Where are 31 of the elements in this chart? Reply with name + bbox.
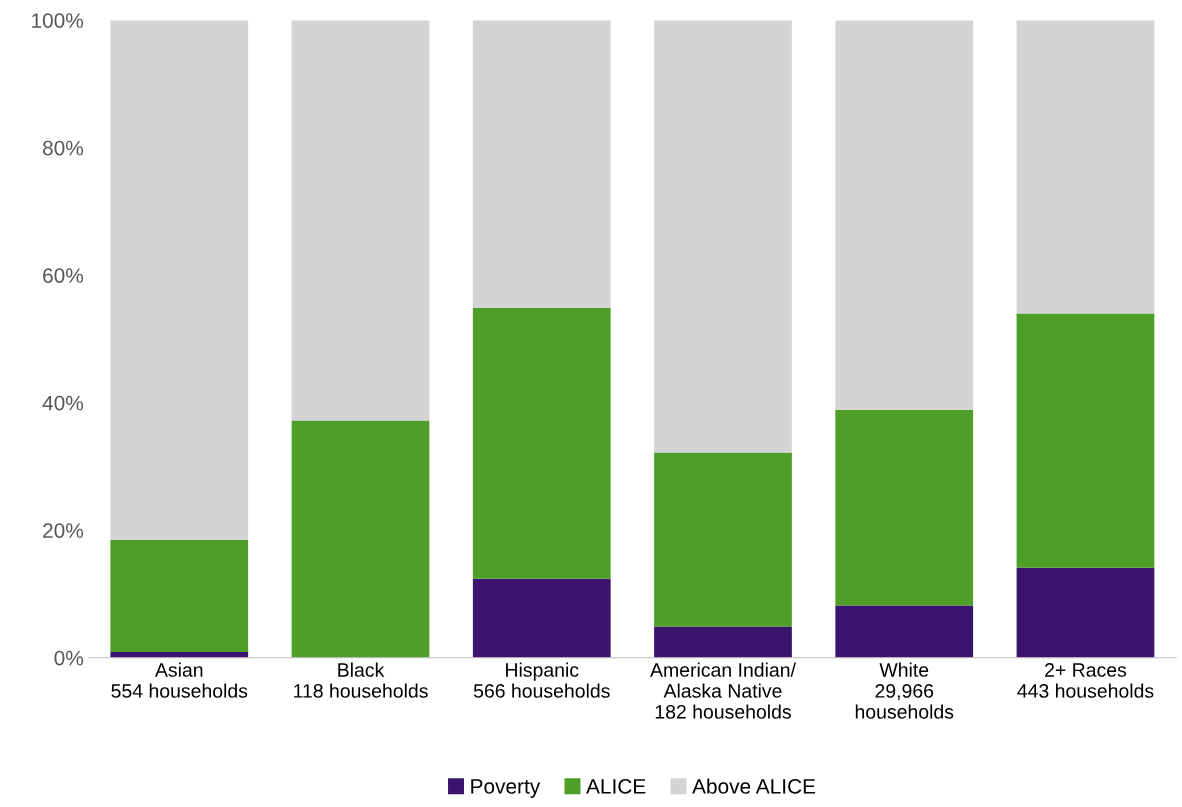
bar (654, 626, 792, 658)
bar (472, 20, 611, 308)
bar (110, 539, 249, 652)
y-tick-label: 40% (42, 395, 84, 411)
legend-label: ALICE (586, 779, 646, 794)
legend-label: Poverty (471, 779, 541, 798)
bar (1016, 313, 1155, 568)
bar (835, 20, 974, 410)
y-tick-label: 20% (43, 523, 84, 538)
bar (654, 452, 792, 627)
bar (835, 605, 974, 658)
x-tick-label: American Indian/ Alaska Native 182 households (650, 662, 796, 719)
y-tick-label: 60% (43, 268, 84, 283)
bar (110, 20, 249, 540)
bar (291, 420, 430, 658)
x-tick-label: Asian 554 households (111, 662, 248, 698)
bar (654, 20, 792, 453)
bar (1016, 567, 1155, 658)
bar (472, 307, 611, 579)
legend-label: Above ALICE (692, 778, 816, 794)
x-tick-label: Black 118 households (294, 662, 428, 698)
y-tick-label: 0% (54, 650, 84, 666)
bar (1016, 20, 1155, 314)
bar (835, 409, 974, 606)
bar (472, 578, 611, 658)
x-tick-label: 2+ Races 443 households (1017, 663, 1154, 698)
y-tick-label: 100% (32, 13, 84, 28)
x-tick-label: White 29,966 households (855, 662, 954, 719)
y-tick-label: 80% (43, 140, 84, 156)
x-tick-label: Hispanic 566 households (473, 662, 610, 698)
bar (291, 20, 430, 421)
